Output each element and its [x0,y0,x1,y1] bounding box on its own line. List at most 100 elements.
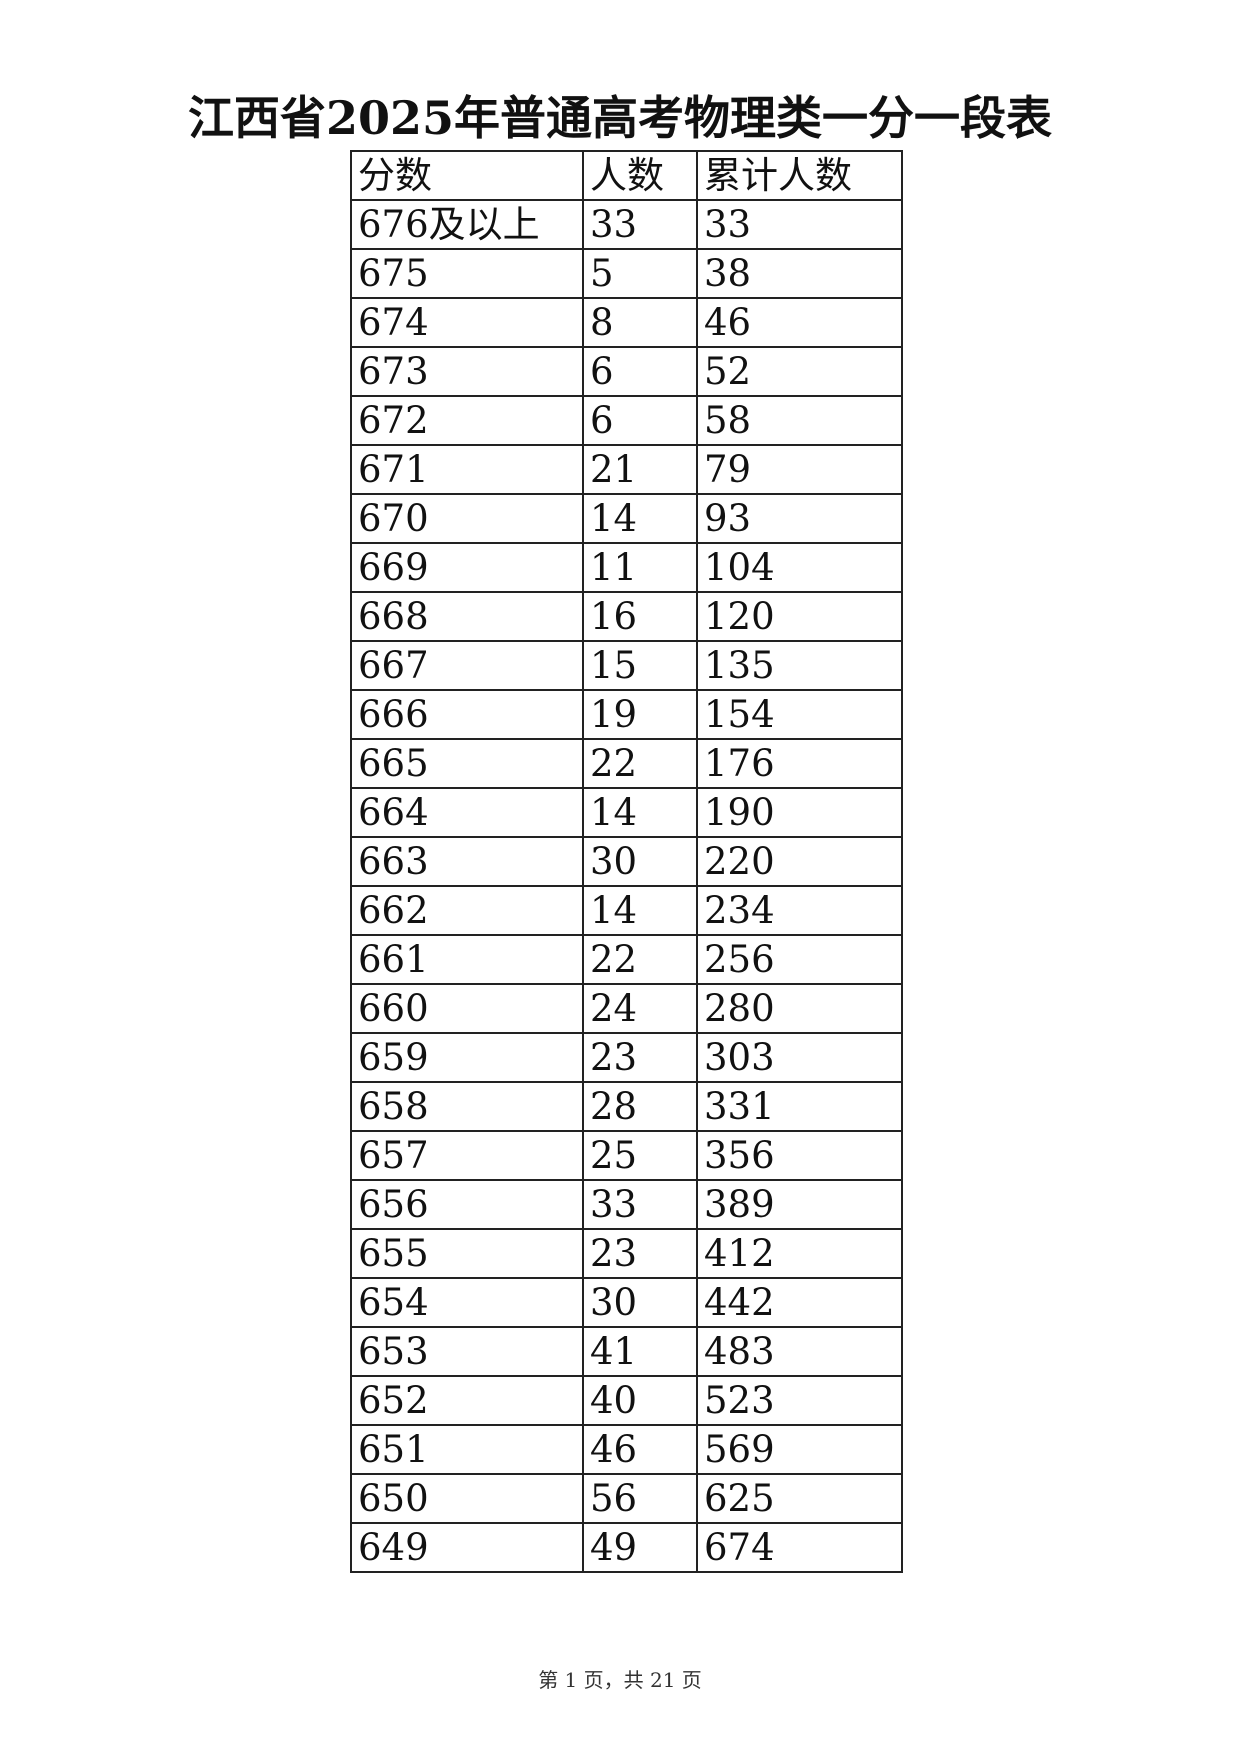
score-cell: 660 [350,983,584,1034]
count-cell: 19 [582,689,698,740]
table-row: 663 30 220 [350,836,903,887]
score-cell: 650 [350,1473,584,1524]
count-cell: 14 [582,787,698,838]
table-row: 661 22 256 [350,934,903,985]
table-row: 670 14 93 [350,493,903,544]
cumulative-cell: 523 [696,1375,903,1426]
score-cell: 672 [350,395,584,446]
table-row: 652 40 523 [350,1375,903,1426]
header-count: 人数 [582,150,698,201]
score-cell: 661 [350,934,584,985]
cumulative-cell: 120 [696,591,903,642]
header-cumulative: 累计人数 [696,150,903,201]
cumulative-cell: 58 [696,395,903,446]
table-row: 664 14 190 [350,787,903,838]
table-row: 669 11 104 [350,542,903,593]
count-cell: 22 [582,934,698,985]
count-cell: 46 [582,1424,698,1475]
table-row: 656 33 389 [350,1179,903,1230]
cumulative-cell: 256 [696,934,903,985]
cumulative-cell: 79 [696,444,903,495]
count-cell: 8 [582,297,698,348]
cumulative-cell: 483 [696,1326,903,1377]
score-cell: 666 [350,689,584,740]
table-row: 672 6 58 [350,395,903,446]
cumulative-cell: 412 [696,1228,903,1279]
cumulative-cell: 33 [696,199,903,250]
page-title: 江西省2025年普通高考物理类一分一段表 [187,91,1053,145]
cumulative-cell: 154 [696,689,903,740]
table-row: 666 19 154 [350,689,903,740]
score-cell: 663 [350,836,584,887]
table-row: 674 8 46 [350,297,903,348]
cumulative-cell: 190 [696,787,903,838]
score-cell: 670 [350,493,584,544]
cumulative-cell: 625 [696,1473,903,1524]
table-row: 650 56 625 [350,1473,903,1524]
count-cell: 14 [582,493,698,544]
table-row: 653 41 483 [350,1326,903,1377]
score-cell: 664 [350,787,584,838]
count-cell: 24 [582,983,698,1034]
cumulative-cell: 52 [696,346,903,397]
score-cell: 673 [350,346,584,397]
score-table: 分数 人数 累计人数 676及以上 33 33 675 5 38 674 8 46 673 6 52 6… [350,150,903,1573]
cumulative-cell: 356 [696,1130,903,1181]
cumulative-cell: 303 [696,1032,903,1083]
cumulative-cell: 569 [696,1424,903,1475]
count-cell: 21 [582,444,698,495]
page-footer: 第 1 页，共 21 页 [538,1668,702,1692]
table-row: 660 24 280 [350,983,903,1034]
count-cell: 30 [582,1277,698,1328]
table-row: 671 21 79 [350,444,903,495]
score-cell: 652 [350,1375,584,1426]
count-cell: 16 [582,591,698,642]
score-cell: 656 [350,1179,584,1230]
table-header-row: 分数 人数 累计人数 [350,150,903,201]
table-row: 658 28 331 [350,1081,903,1132]
score-cell: 667 [350,640,584,691]
count-cell: 23 [582,1228,698,1279]
count-cell: 5 [582,248,698,299]
score-cell: 668 [350,591,584,642]
score-cell: 657 [350,1130,584,1181]
table-row: 665 22 176 [350,738,903,789]
table-row: 649 49 674 [350,1522,903,1573]
count-cell: 41 [582,1326,698,1377]
table-row: 667 15 135 [350,640,903,691]
score-cell: 654 [350,1277,584,1328]
count-cell: 33 [582,1179,698,1230]
table-row: 654 30 442 [350,1277,903,1328]
count-cell: 6 [582,395,698,446]
score-cell: 649 [350,1522,584,1573]
cumulative-cell: 220 [696,836,903,887]
table-row: 655 23 412 [350,1228,903,1279]
count-cell: 14 [582,885,698,936]
count-cell: 23 [582,1032,698,1083]
count-cell: 49 [582,1522,698,1573]
score-cell: 653 [350,1326,584,1377]
cumulative-cell: 135 [696,640,903,691]
cumulative-cell: 93 [696,493,903,544]
score-cell: 676及以上 [350,199,584,250]
cumulative-cell: 280 [696,983,903,1034]
table-row: 651 46 569 [350,1424,903,1475]
cumulative-cell: 442 [696,1277,903,1328]
cumulative-cell: 38 [696,248,903,299]
score-cell: 662 [350,885,584,936]
table-row: 659 23 303 [350,1032,903,1083]
table-row: 673 6 52 [350,346,903,397]
count-cell: 25 [582,1130,698,1181]
table-row: 675 5 38 [350,248,903,299]
score-cell: 674 [350,297,584,348]
cumulative-cell: 104 [696,542,903,593]
count-cell: 28 [582,1081,698,1132]
table-row: 668 16 120 [350,591,903,642]
table-row: 676及以上 33 33 [350,199,903,250]
cumulative-cell: 176 [696,738,903,789]
score-cell: 659 [350,1032,584,1083]
cumulative-cell: 331 [696,1081,903,1132]
score-cell: 658 [350,1081,584,1132]
count-cell: 40 [582,1375,698,1426]
table-row: 662 14 234 [350,885,903,936]
